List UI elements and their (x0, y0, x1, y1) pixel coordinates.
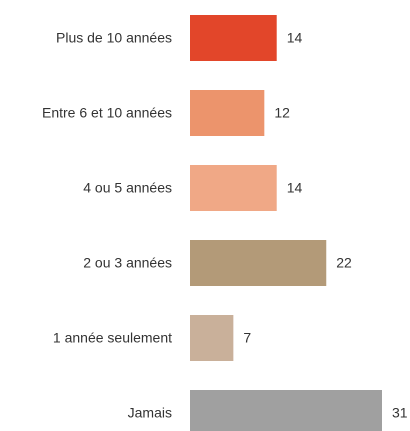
category-label: 4 ou 5 années (83, 180, 172, 196)
category-label: Jamais (128, 405, 172, 421)
value-label: 14 (287, 30, 303, 46)
bar (190, 15, 277, 61)
value-label: 14 (287, 180, 303, 196)
bar (190, 390, 382, 431)
bar (190, 165, 277, 211)
bar (190, 90, 265, 136)
value-label: 7 (243, 330, 251, 346)
value-label: 31 (392, 405, 408, 421)
category-label: Plus de 10 années (56, 30, 172, 46)
bar (190, 315, 234, 361)
category-label: 1 année seulement (53, 330, 172, 346)
bar (190, 240, 327, 286)
value-label: 22 (336, 255, 352, 271)
value-label: 12 (274, 105, 290, 121)
category-label: 2 ou 3 années (83, 255, 172, 271)
category-label: Entre 6 et 10 années (42, 105, 172, 121)
